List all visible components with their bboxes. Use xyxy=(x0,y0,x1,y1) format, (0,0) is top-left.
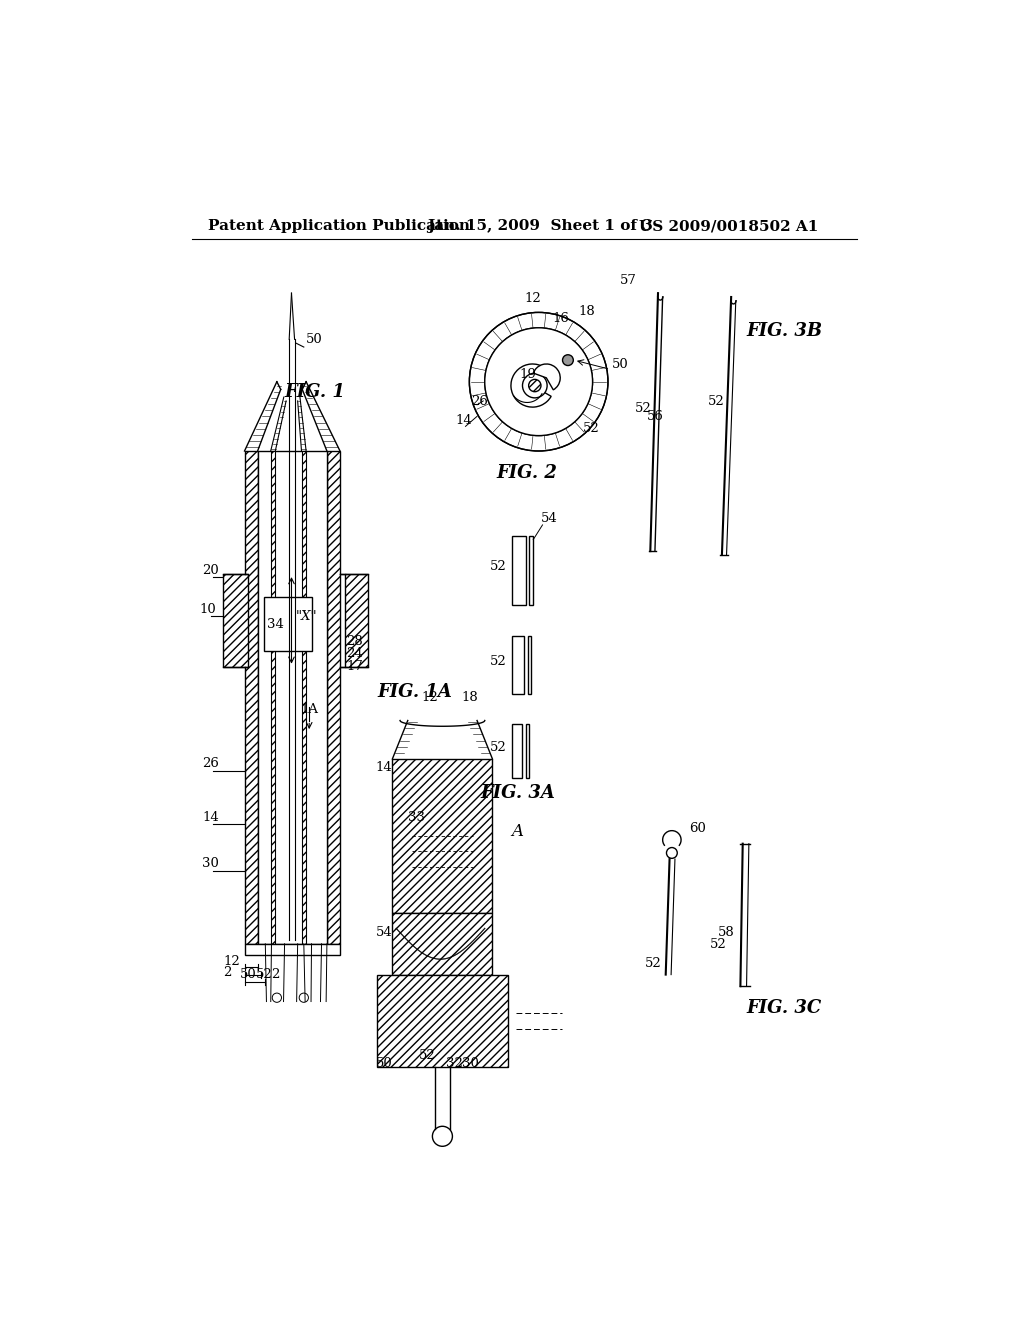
Text: Patent Application Publication: Patent Application Publication xyxy=(208,219,470,234)
Text: 52: 52 xyxy=(490,742,507,754)
Text: 12: 12 xyxy=(223,956,240,969)
Bar xyxy=(301,451,306,944)
Text: 52: 52 xyxy=(635,403,651,416)
Bar xyxy=(392,759,493,913)
Text: 18: 18 xyxy=(462,692,478,705)
Text: 50: 50 xyxy=(611,358,629,371)
Text: 10: 10 xyxy=(200,603,217,615)
Bar xyxy=(512,536,525,605)
Text: 20: 20 xyxy=(202,564,219,577)
Text: 52: 52 xyxy=(490,655,507,668)
Text: 2: 2 xyxy=(223,966,231,979)
Text: 30: 30 xyxy=(462,1057,478,1071)
Bar xyxy=(512,725,522,779)
Text: US 2009/0018502 A1: US 2009/0018502 A1 xyxy=(639,219,818,234)
Text: 26: 26 xyxy=(471,395,487,408)
Bar xyxy=(270,451,275,944)
Wedge shape xyxy=(534,364,560,389)
Circle shape xyxy=(272,993,282,1002)
Text: 52: 52 xyxy=(490,561,507,573)
Text: FIG. 2: FIG. 2 xyxy=(497,463,557,482)
Bar xyxy=(245,451,258,944)
Bar xyxy=(526,725,529,779)
Text: 54: 54 xyxy=(376,927,392,939)
Text: 18: 18 xyxy=(579,305,595,318)
Text: "X": "X" xyxy=(296,610,317,623)
Text: 19: 19 xyxy=(519,368,537,381)
Wedge shape xyxy=(511,364,551,407)
Circle shape xyxy=(484,327,593,436)
Text: 52: 52 xyxy=(256,969,272,982)
Text: 50: 50 xyxy=(240,969,257,982)
Text: 14: 14 xyxy=(376,760,392,774)
Text: 57: 57 xyxy=(620,275,636,286)
Bar xyxy=(377,974,508,1067)
Bar xyxy=(223,574,248,667)
Circle shape xyxy=(667,847,677,858)
Text: 26: 26 xyxy=(202,756,219,770)
Text: 2: 2 xyxy=(270,969,280,982)
Circle shape xyxy=(562,355,573,366)
Bar xyxy=(512,636,524,693)
Bar xyxy=(529,536,534,605)
Text: 56: 56 xyxy=(646,411,664,424)
Bar xyxy=(264,597,311,651)
Text: 52: 52 xyxy=(711,937,727,950)
Circle shape xyxy=(528,379,541,392)
Text: 14: 14 xyxy=(202,810,219,824)
Text: Jan. 15, 2009  Sheet 1 of 3: Jan. 15, 2009 Sheet 1 of 3 xyxy=(427,219,653,234)
Text: FIG. 3B: FIG. 3B xyxy=(746,322,822,339)
Text: 16: 16 xyxy=(553,312,569,325)
Text: 17: 17 xyxy=(346,660,364,673)
Text: 50: 50 xyxy=(376,1057,392,1071)
Text: 12: 12 xyxy=(524,292,541,305)
Text: 34: 34 xyxy=(267,618,284,631)
Bar xyxy=(327,451,340,944)
Text: 58: 58 xyxy=(718,927,735,939)
Text: 32: 32 xyxy=(446,1057,463,1071)
Bar xyxy=(245,944,340,956)
Text: 12: 12 xyxy=(422,692,438,705)
Bar xyxy=(345,574,368,667)
Text: 1A: 1A xyxy=(300,702,318,715)
Text: 33: 33 xyxy=(408,810,425,824)
Text: 30: 30 xyxy=(202,857,219,870)
Text: 52: 52 xyxy=(645,957,662,970)
Bar xyxy=(258,451,327,944)
Text: FIG. 1: FIG. 1 xyxy=(285,383,345,401)
Text: 14: 14 xyxy=(456,414,472,428)
Text: 28: 28 xyxy=(346,635,362,648)
Text: FIG. 3C: FIG. 3C xyxy=(746,999,822,1018)
Text: FIG. 1A: FIG. 1A xyxy=(377,684,452,701)
Circle shape xyxy=(299,993,308,1002)
Text: 52: 52 xyxy=(708,395,725,408)
Text: 50: 50 xyxy=(306,333,323,346)
Text: 54: 54 xyxy=(541,512,558,525)
Text: A: A xyxy=(512,822,523,840)
Text: 60: 60 xyxy=(689,822,706,836)
Wedge shape xyxy=(469,313,608,451)
Circle shape xyxy=(432,1126,453,1146)
Text: 52: 52 xyxy=(419,1049,436,1063)
Bar xyxy=(528,636,531,693)
Bar xyxy=(392,913,493,974)
Text: FIG. 3A: FIG. 3A xyxy=(481,784,556,801)
Text: 24: 24 xyxy=(346,647,362,660)
Circle shape xyxy=(522,374,547,397)
Text: 52: 52 xyxy=(584,422,600,434)
